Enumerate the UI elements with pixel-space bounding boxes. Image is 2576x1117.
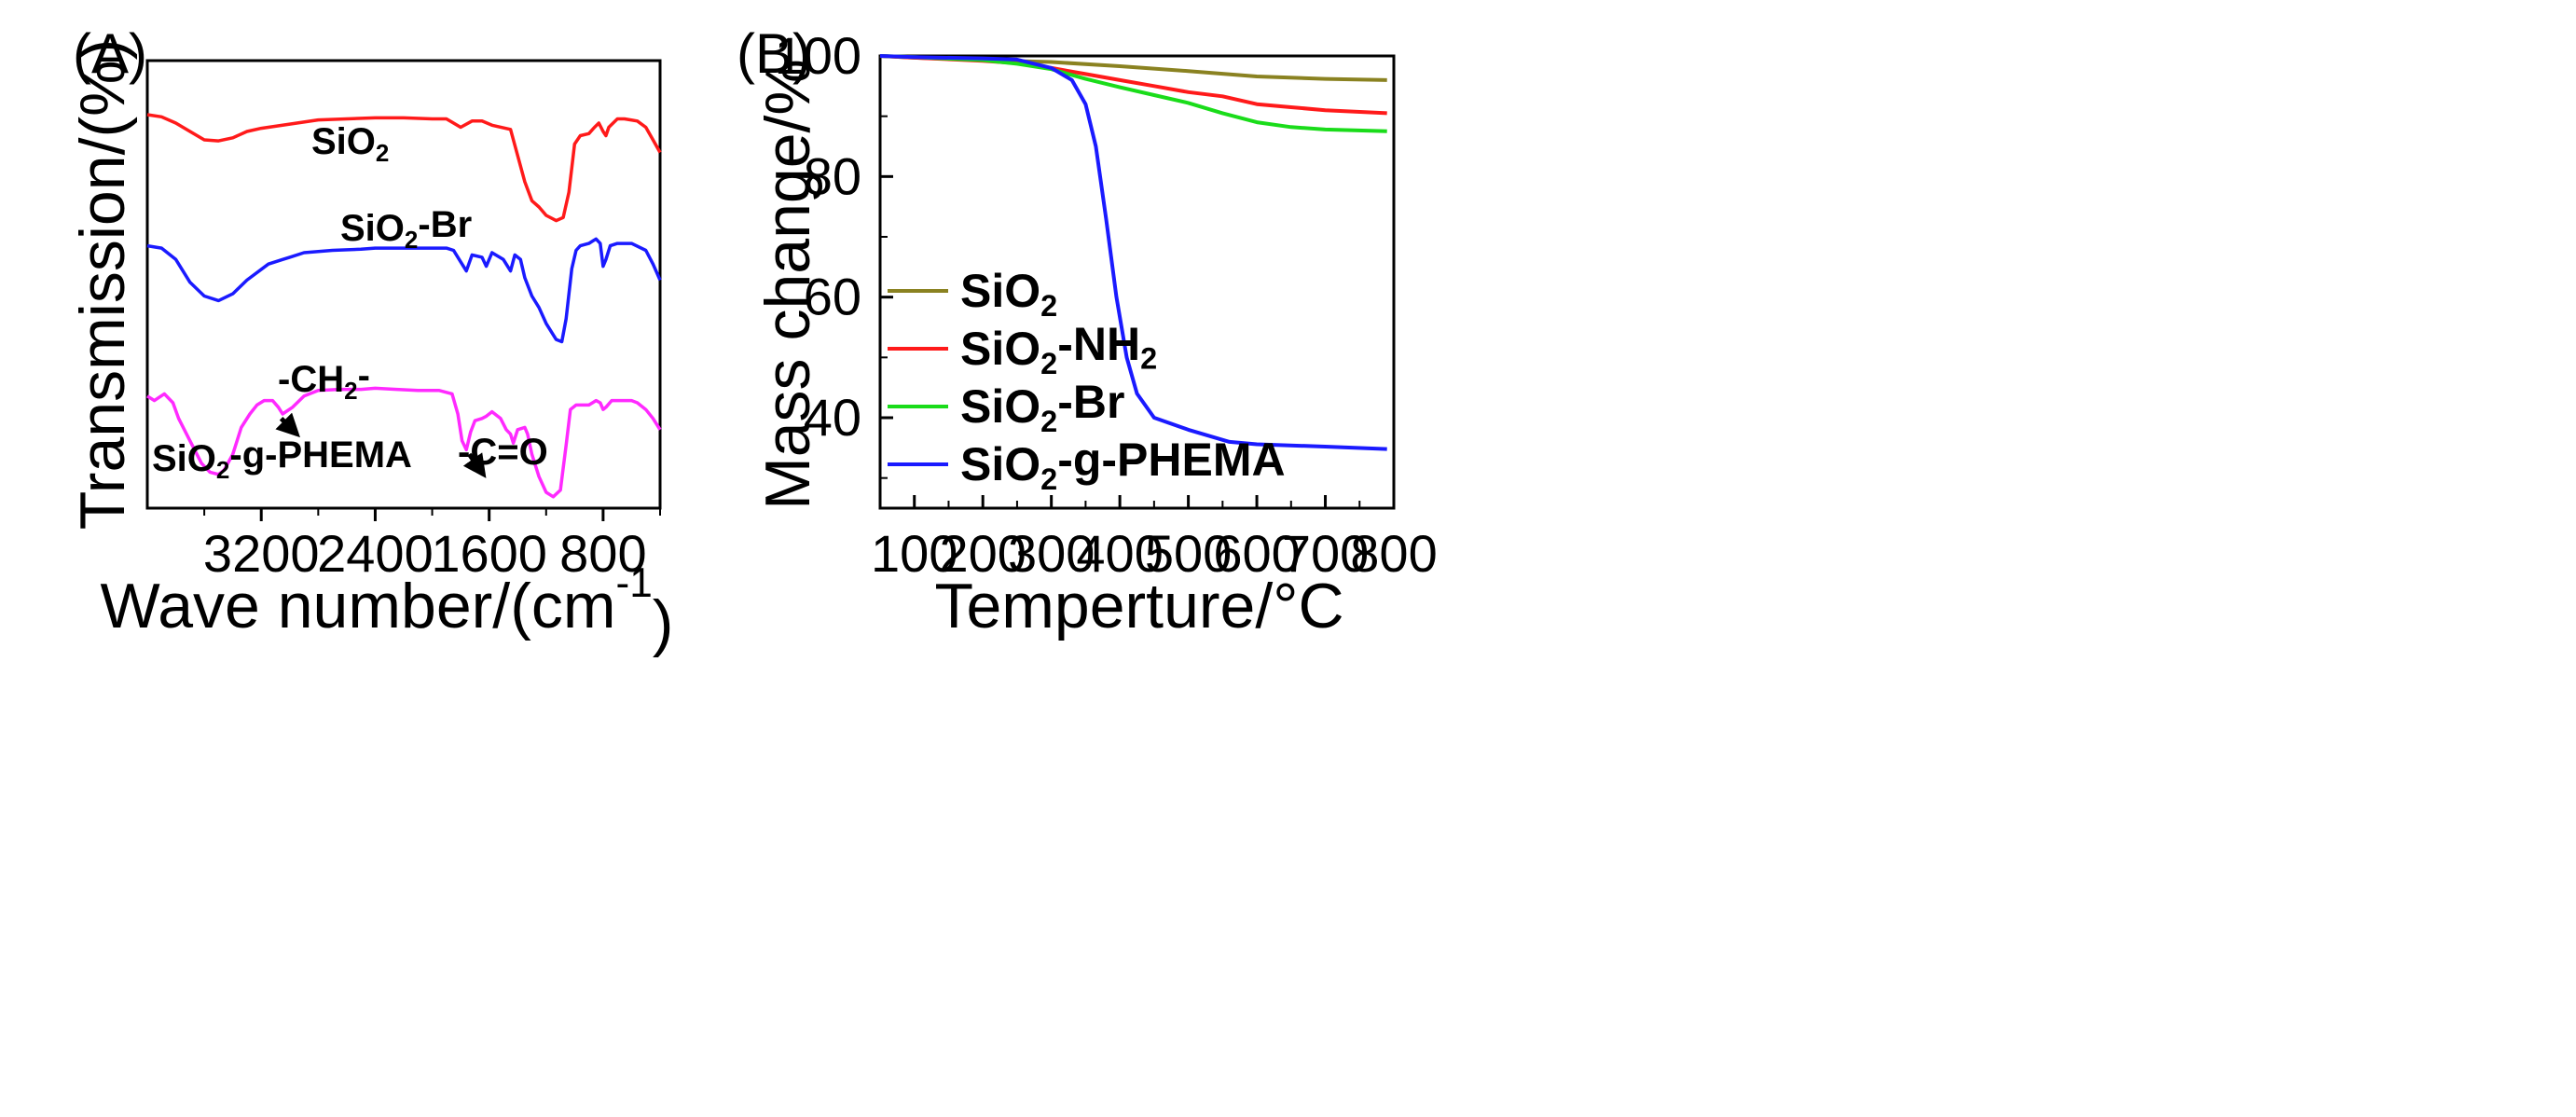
chart-b-tga: 100200300400500600700800406080100SiO2SiO… <box>737 22 1438 641</box>
legend-label-0: SiO2 <box>960 265 1057 323</box>
series-label-a-sio2-br: SiO2-Br <box>340 204 472 254</box>
annotation-arrow-a-0 <box>275 412 300 438</box>
annotation-arrow-a-1 <box>462 452 487 478</box>
panel-label-a: (A) <box>73 22 147 85</box>
x-tick-label-b: 100 <box>871 524 957 583</box>
x-axis-label-b: Temperture/°C <box>934 571 1343 641</box>
series-label-a-sio2-g-phema: SiO2-g-PHEMA <box>152 434 412 484</box>
series-line-b-2 <box>879 54 1387 133</box>
x-tick-label-b: 300 <box>1008 524 1095 583</box>
y-tick-label-b: 100 <box>775 26 861 85</box>
series-line-a-0 <box>146 113 662 223</box>
legend-label-2: SiO2-Br <box>960 376 1124 438</box>
x-tick-label-b: 800 <box>1350 524 1437 583</box>
series-line-b-1 <box>879 54 1387 116</box>
series-line-b-3 <box>879 54 1387 451</box>
y-axis-label-b: Mass change/% <box>752 59 823 510</box>
legend-label-3: SiO2-g-PHEMA <box>960 434 1286 496</box>
y-tick-label-b: 60 <box>804 268 861 326</box>
x-tick-label-b: 500 <box>1145 524 1232 583</box>
x-tick-label-b: 700 <box>1282 524 1369 583</box>
annotation-label-co: -C=O <box>458 432 548 473</box>
legend-label-1: SiO2-NH2 <box>960 318 1157 380</box>
plot-frame-b <box>878 54 1396 510</box>
series-line-a-2 <box>146 386 662 499</box>
plot-frame-a <box>145 59 662 510</box>
series-line-a-1 <box>146 237 662 344</box>
panel-label-b: (B) <box>737 22 811 85</box>
x-axis-label-a: Wave number/(cm-1) <box>101 560 674 658</box>
y-tick-label-b: 40 <box>804 388 861 447</box>
x-tick-label-a: 3200 <box>203 524 320 583</box>
series-label-a-sio2: SiO2 <box>311 121 389 167</box>
x-tick-label-b: 600 <box>1213 524 1300 583</box>
x-tick-label-b: 200 <box>939 524 1026 583</box>
x-tick-label-a: 2400 <box>317 524 434 583</box>
annotation-label-ch2: -CH2- <box>278 355 370 405</box>
y-tick-label-b: 80 <box>804 146 861 205</box>
x-tick-label-b: 400 <box>1076 524 1163 583</box>
x-tick-label-a: 800 <box>559 524 646 583</box>
x-tick-label-a: 1600 <box>431 524 547 583</box>
y-axis-label-a: Transmission/(%) <box>67 39 138 530</box>
